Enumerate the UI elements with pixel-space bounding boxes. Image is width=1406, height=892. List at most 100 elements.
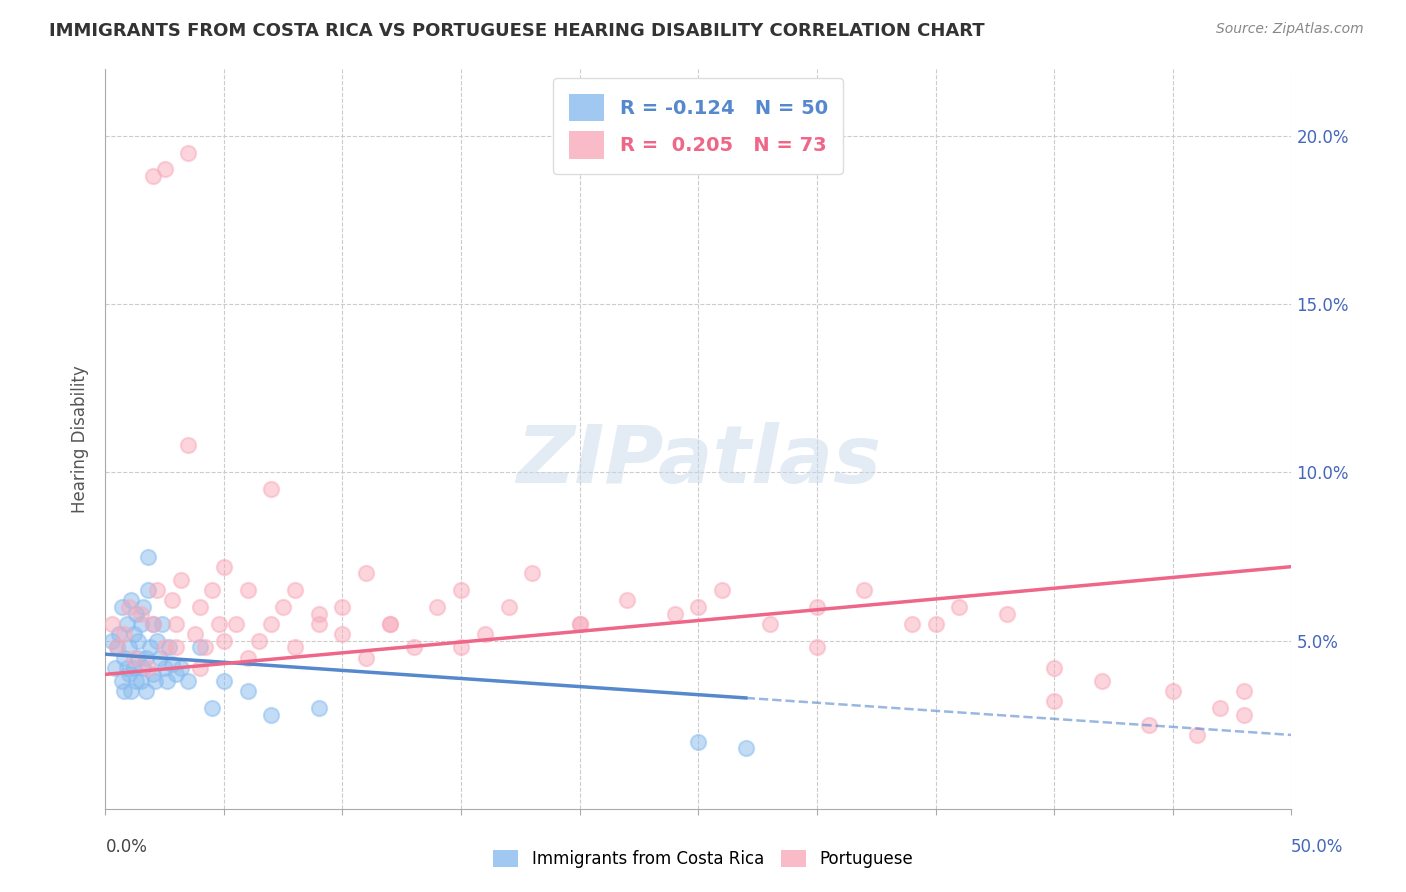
Legend: Immigrants from Costa Rica, Portuguese: Immigrants from Costa Rica, Portuguese [486,843,920,875]
Point [402,640,425,655]
Point [1161,684,1184,698]
Point [308,616,330,631]
Point [924,616,946,631]
Point [711,583,734,598]
Point [177,145,200,160]
Point [101,633,124,648]
Point [118,600,141,615]
Point [112,684,135,698]
Point [734,741,756,756]
Point [332,600,354,615]
Point [143,674,166,689]
Point [153,640,176,655]
Point [1233,684,1256,698]
Point [142,667,165,681]
Point [105,640,128,655]
Point [112,627,135,641]
Point [212,633,235,648]
Point [142,616,165,631]
Point [122,650,145,665]
Point [616,593,638,607]
Point [1043,660,1066,674]
Point [236,583,259,598]
Point [160,593,183,607]
Point [108,627,131,641]
Point [165,667,187,681]
Point [132,660,155,674]
Point [146,633,169,648]
Text: Source: ZipAtlas.com: Source: ZipAtlas.com [1216,22,1364,37]
Point [664,607,686,621]
Point [135,684,157,698]
Point [184,627,207,641]
Point [688,600,710,615]
Y-axis label: Hearing Disability: Hearing Disability [72,365,89,513]
Point [1233,707,1256,722]
Point [948,600,970,615]
Point [165,640,187,655]
Point [165,616,187,631]
Point [853,583,876,598]
Point [236,650,259,665]
Point [354,650,377,665]
Point [212,559,235,574]
Point [142,616,165,631]
Point [260,482,283,496]
Point [188,640,211,655]
Point [236,684,259,698]
Point [568,616,591,631]
Point [120,684,142,698]
Point [125,607,148,621]
Point [136,660,159,674]
Point [688,734,710,748]
Point [156,674,179,689]
Point [188,600,211,615]
Point [136,583,159,598]
Point [426,600,449,615]
Point [120,593,142,607]
Text: ZIPatlas: ZIPatlas [516,422,880,500]
Point [135,650,157,665]
Point [129,616,152,631]
Point [378,616,401,631]
Point [1185,728,1208,742]
Text: 50.0%: 50.0% [1291,838,1343,855]
Point [995,607,1018,621]
Point [150,616,173,631]
Point [284,640,307,655]
Point [194,640,217,655]
Point [450,583,472,598]
Point [758,616,780,631]
Point [127,650,149,665]
Point [522,566,544,581]
Point [115,660,138,674]
Point [308,607,330,621]
Point [498,600,520,615]
Point [308,701,330,715]
Legend: R = -0.124   N = 50, R =  0.205   N = 73: R = -0.124 N = 50, R = 0.205 N = 73 [554,78,844,174]
Point [142,169,165,184]
Point [149,650,172,665]
Point [112,650,135,665]
Point [118,667,141,681]
Point [450,640,472,655]
Point [901,616,924,631]
Point [1209,701,1232,715]
Point [332,627,354,641]
Point [127,633,149,648]
Point [129,607,152,621]
Point [111,600,134,615]
Point [136,549,159,564]
Point [201,701,224,715]
Point [284,583,307,598]
Point [1043,694,1066,708]
Point [101,616,124,631]
Point [125,674,148,689]
Point [568,616,591,631]
Point [170,660,193,674]
Point [111,674,134,689]
Text: IMMIGRANTS FROM COSTA RICA VS PORTUGUESE HEARING DISABILITY CORRELATION CHART: IMMIGRANTS FROM COSTA RICA VS PORTUGUESE… [49,22,984,40]
Point [378,616,401,631]
Point [188,660,211,674]
Point [1091,674,1114,689]
